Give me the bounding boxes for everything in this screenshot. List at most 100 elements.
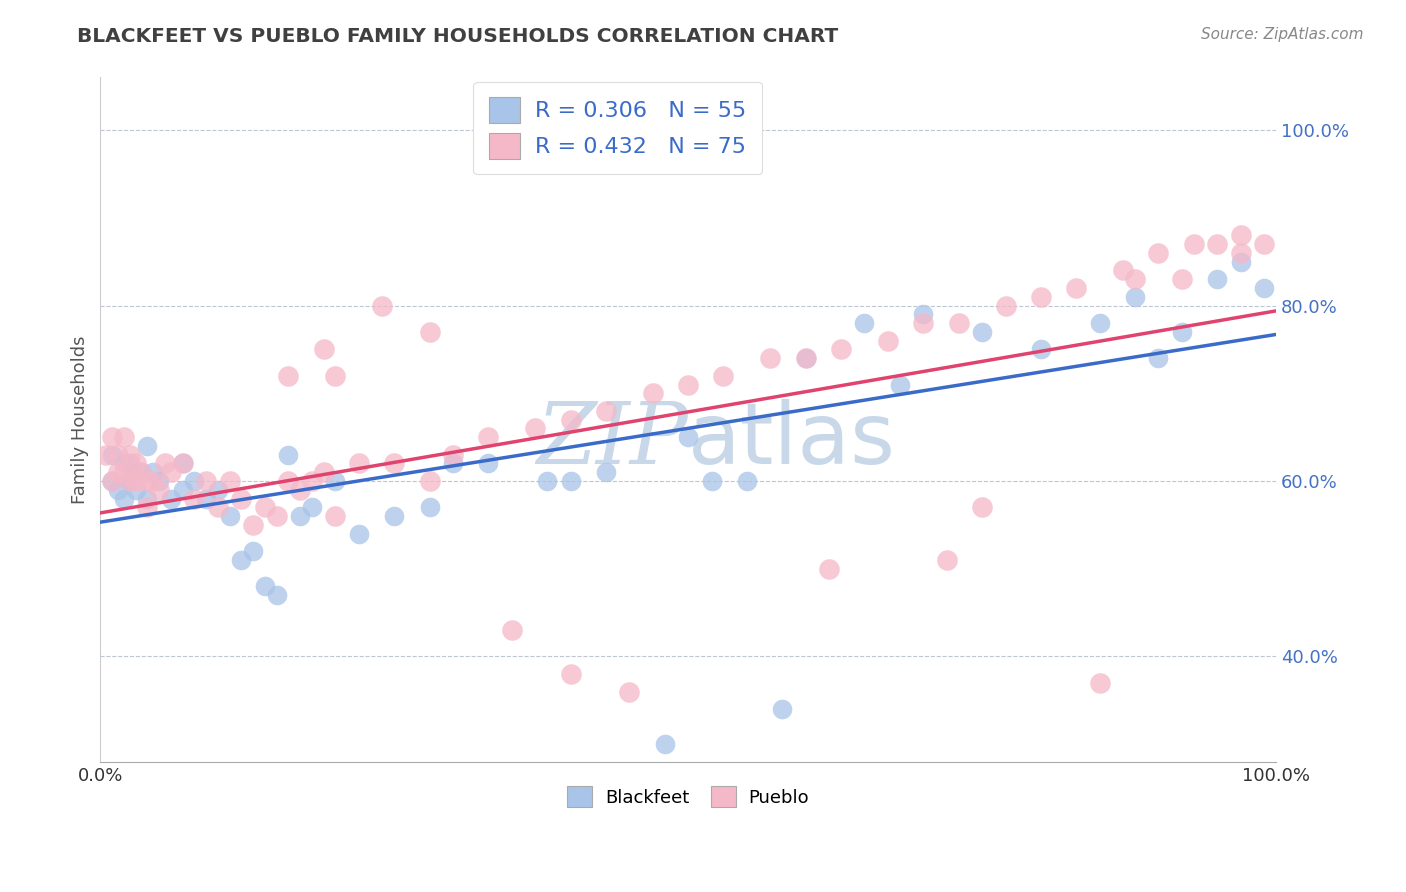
Point xyxy=(877,334,900,348)
Point xyxy=(382,457,405,471)
Point xyxy=(183,491,205,506)
Point xyxy=(118,474,141,488)
Point xyxy=(641,386,664,401)
Point xyxy=(96,448,118,462)
Point xyxy=(676,377,699,392)
Point xyxy=(160,465,183,479)
Point xyxy=(560,412,582,426)
Point xyxy=(131,465,153,479)
Point xyxy=(148,474,170,488)
Point xyxy=(477,430,499,444)
Point xyxy=(619,684,641,698)
Point xyxy=(1123,272,1146,286)
Text: Source: ZipAtlas.com: Source: ZipAtlas.com xyxy=(1201,27,1364,42)
Point xyxy=(101,448,124,462)
Point xyxy=(935,553,957,567)
Point xyxy=(1088,316,1111,330)
Legend: Blackfeet, Pueblo: Blackfeet, Pueblo xyxy=(560,779,817,814)
Point xyxy=(1029,343,1052,357)
Point xyxy=(101,474,124,488)
Point xyxy=(970,325,993,339)
Point xyxy=(912,307,935,321)
Point xyxy=(1088,675,1111,690)
Point xyxy=(136,439,159,453)
Point xyxy=(266,509,288,524)
Point xyxy=(172,483,194,497)
Point xyxy=(325,474,347,488)
Point xyxy=(112,491,135,506)
Point xyxy=(713,368,735,383)
Point xyxy=(142,465,165,479)
Point xyxy=(1171,325,1194,339)
Point xyxy=(347,526,370,541)
Point xyxy=(418,500,440,515)
Point xyxy=(153,457,176,471)
Point xyxy=(107,483,129,497)
Point xyxy=(266,588,288,602)
Point xyxy=(124,457,146,471)
Point xyxy=(124,483,146,497)
Point xyxy=(325,842,347,856)
Point xyxy=(441,457,464,471)
Point xyxy=(112,430,135,444)
Point xyxy=(595,465,617,479)
Point xyxy=(1229,228,1251,243)
Point xyxy=(560,474,582,488)
Point xyxy=(207,500,229,515)
Point xyxy=(118,457,141,471)
Point xyxy=(183,474,205,488)
Point xyxy=(148,483,170,497)
Point xyxy=(948,316,970,330)
Point xyxy=(107,465,129,479)
Point xyxy=(124,465,146,479)
Point xyxy=(242,517,264,532)
Point xyxy=(253,579,276,593)
Point xyxy=(441,448,464,462)
Point xyxy=(101,430,124,444)
Point xyxy=(1029,290,1052,304)
Point xyxy=(912,316,935,330)
Point xyxy=(477,457,499,471)
Point xyxy=(290,509,312,524)
Point xyxy=(325,368,347,383)
Point xyxy=(118,448,141,462)
Point xyxy=(301,474,323,488)
Point xyxy=(207,834,229,848)
Point xyxy=(301,500,323,515)
Point xyxy=(325,509,347,524)
Point xyxy=(124,474,146,488)
Point xyxy=(172,457,194,471)
Point xyxy=(1147,246,1170,260)
Point xyxy=(277,368,299,383)
Point xyxy=(207,483,229,497)
Point xyxy=(524,421,547,435)
Point xyxy=(277,448,299,462)
Point xyxy=(970,500,993,515)
Point xyxy=(277,474,299,488)
Point xyxy=(1182,237,1205,252)
Point xyxy=(290,483,312,497)
Point xyxy=(253,500,276,515)
Point xyxy=(818,562,841,576)
Point xyxy=(195,474,218,488)
Point xyxy=(312,465,335,479)
Point xyxy=(595,404,617,418)
Y-axis label: Family Households: Family Households xyxy=(72,335,89,504)
Point xyxy=(889,377,911,392)
Point xyxy=(136,500,159,515)
Point xyxy=(347,457,370,471)
Point xyxy=(1253,281,1275,295)
Point xyxy=(231,491,253,506)
Point xyxy=(112,457,135,471)
Point xyxy=(794,351,817,366)
Point xyxy=(371,299,394,313)
Point xyxy=(735,474,758,488)
Point xyxy=(1123,290,1146,304)
Point xyxy=(676,430,699,444)
Point xyxy=(136,474,159,488)
Point xyxy=(142,474,165,488)
Point xyxy=(136,491,159,506)
Point xyxy=(242,544,264,558)
Point xyxy=(160,491,183,506)
Point xyxy=(830,343,852,357)
